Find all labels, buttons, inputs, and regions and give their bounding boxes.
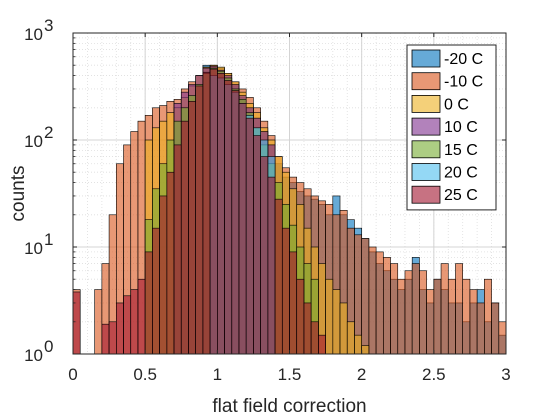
y-tick-exponent: 2	[44, 123, 53, 142]
histogram-bar	[361, 345, 370, 355]
y-tick-label: 10	[24, 25, 43, 44]
histogram-bar	[404, 270, 413, 355]
histogram-bar	[469, 289, 478, 355]
histogram-bar	[296, 278, 305, 355]
histogram-bar	[224, 80, 233, 355]
histogram-bar	[310, 321, 319, 355]
histogram-bar	[281, 227, 290, 355]
legend-swatch	[411, 185, 441, 204]
legend: -20 C -10 C 0 C 10 C 15 C 20 C 25 C	[406, 44, 497, 211]
histogram-bar	[72, 291, 81, 355]
histogram-bar	[383, 257, 391, 355]
histogram-bar	[209, 68, 218, 355]
histogram-bar	[325, 278, 334, 355]
histogram-bar	[238, 103, 247, 355]
histogram-bar	[137, 278, 146, 355]
histogram-bar	[484, 278, 492, 355]
histogram-bar	[426, 289, 435, 355]
y-tick-label: 10	[24, 132, 43, 151]
histogram-bar	[375, 251, 384, 355]
x-axis-label: flat field correction	[212, 396, 366, 417]
histogram-bar	[455, 263, 464, 355]
histogram-bar	[476, 302, 485, 355]
histogram-bar	[144, 251, 153, 355]
histogram-bar	[94, 289, 103, 355]
histogram-bar	[245, 117, 254, 355]
y-tick-exponent: 1	[44, 230, 53, 249]
legend-entry: 20 C	[444, 165, 478, 182]
histogram-bar	[267, 176, 276, 355]
legend-swatch	[411, 95, 441, 113]
histogram-bar	[195, 85, 204, 355]
legend-entry: 0 C	[444, 96, 469, 113]
histogram-bar	[491, 302, 500, 355]
y-tick-label: 10	[24, 346, 43, 365]
y-tick-exponent: 0	[44, 337, 53, 356]
histogram-bar	[188, 100, 196, 355]
histogram-bar	[274, 198, 283, 355]
legend-entry: -10 C	[444, 74, 483, 91]
x-tick-label: 3	[501, 365, 510, 384]
legend-swatch	[411, 163, 441, 181]
histogram-bar	[289, 251, 298, 355]
histogram-bar	[447, 278, 456, 355]
histogram-bar	[253, 135, 261, 355]
histogram-bar	[318, 334, 326, 355]
histogram-bar	[368, 246, 377, 355]
y-tick-label: 10	[24, 239, 43, 258]
x-tick-label: 1	[213, 365, 222, 384]
legend-entry: 25 C	[444, 187, 478, 204]
x-tick-label: 1.5	[278, 365, 302, 384]
y-axis-label: counts	[8, 166, 29, 222]
legend-swatch	[411, 72, 441, 91]
histogram-bar	[130, 289, 139, 355]
histogram-bar	[101, 323, 110, 355]
histogram-bar	[361, 238, 370, 355]
histogram-bar	[217, 73, 225, 355]
histogram-bar	[260, 156, 269, 355]
y-tick-exponent: 3	[44, 16, 53, 35]
x-tick-label: 0	[68, 365, 77, 384]
x-axis-ticks: 0 0.5 1 1.5 2 2.5 3	[68, 33, 511, 384]
histogram-bar	[116, 302, 124, 355]
legend-swatch	[411, 117, 441, 136]
series-25c	[72, 68, 326, 355]
histogram-bar	[123, 295, 132, 355]
histogram-bar	[354, 334, 362, 355]
histogram-bar	[159, 195, 168, 355]
histogram-bar	[411, 263, 420, 355]
histogram-bar	[202, 71, 211, 355]
histogram-bar	[339, 302, 348, 355]
legend-entry: -20 C	[444, 51, 483, 68]
histogram-bar	[303, 302, 312, 355]
legend-entry: 10 C	[444, 119, 478, 136]
histogram-bar	[108, 321, 117, 355]
histogram-bar	[166, 171, 175, 355]
legend-swatch	[411, 140, 441, 159]
histogram-bar	[231, 90, 240, 355]
x-tick-label: 0.5	[133, 365, 157, 384]
histogram-bar	[173, 144, 182, 355]
x-tick-label: 2	[357, 365, 366, 384]
x-tick-label: 2.5	[422, 365, 446, 384]
histogram-bar	[390, 263, 399, 355]
histogram-bar	[419, 270, 427, 355]
legend-swatch	[411, 49, 441, 68]
histogram-bar	[346, 321, 355, 355]
histogram-bar	[433, 278, 442, 355]
histogram-bar	[498, 321, 507, 355]
legend-entry: 15 C	[444, 142, 478, 159]
histogram-bar	[152, 227, 160, 355]
histogram-bar	[462, 278, 471, 355]
histogram-bar	[332, 289, 341, 355]
histogram-bar	[440, 263, 449, 355]
histogram-bar	[397, 278, 406, 355]
histogram-bar	[180, 120, 189, 355]
